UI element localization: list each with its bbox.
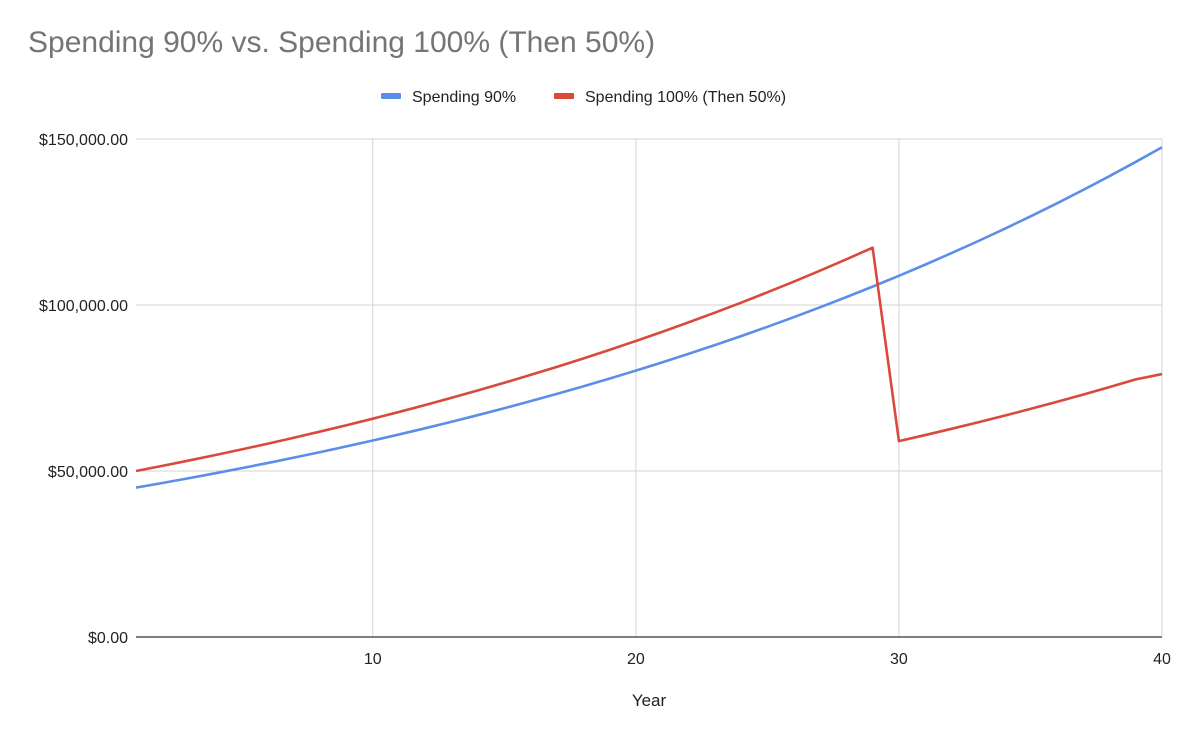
x-tick-label: 20 [627,651,645,668]
x-axis-title: Year [632,691,667,710]
y-tick-label: $0.00 [88,630,128,647]
series-line-1 [135,146,1163,489]
legend-swatch-2 [554,93,574,99]
x-tick-label: 40 [1153,651,1171,668]
x-tick-label: 10 [364,651,382,668]
legend: Spending 90% Spending 100% (Then 50%) [381,89,786,106]
chart-title: Spending 90% vs. Spending 100% (Then 50%… [28,26,656,59]
legend-swatch-1 [381,93,401,99]
legend-label-2: Spending 100% (Then 50%) [585,89,786,106]
series-lines [135,146,1163,489]
gridlines [136,138,1163,637]
legend-label-1: Spending 90% [412,89,516,106]
x-tick-label: 30 [890,651,908,668]
y-tick-label: $50,000.00 [48,464,128,481]
y-tick-label: $150,000.00 [39,132,128,149]
axes: $0.00 $50,000.00 $100,000.00 $150,000.00 10 2… [39,132,1171,668]
y-tick-label: $100,000.00 [39,298,128,315]
series-line-2 [135,246,1163,473]
